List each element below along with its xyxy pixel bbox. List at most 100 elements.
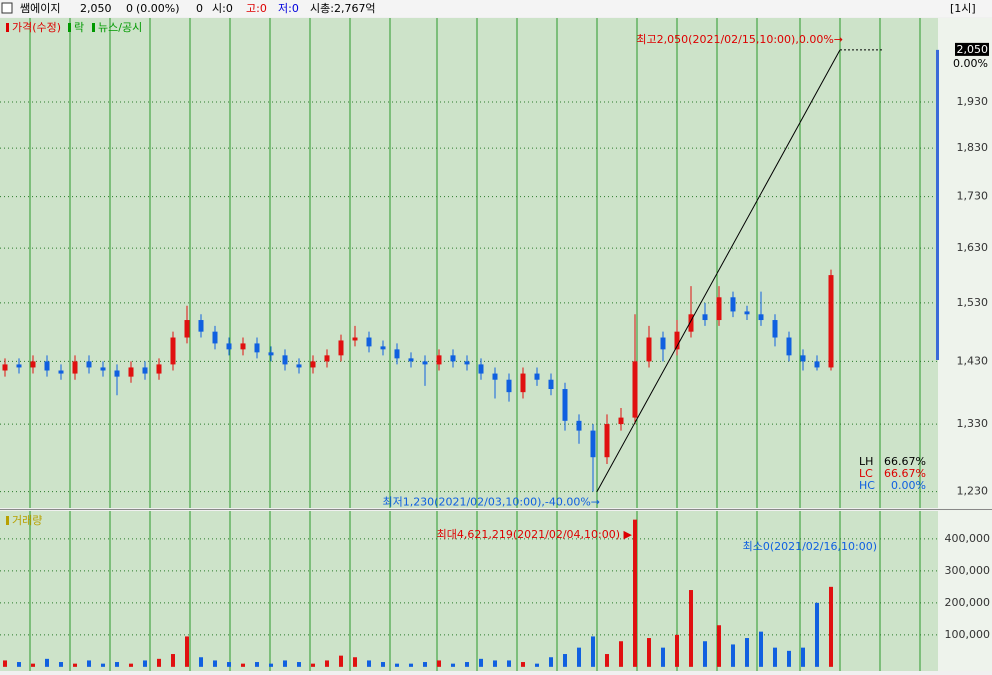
y-tick-label: 1,330 <box>957 417 989 430</box>
axis-panel <box>938 18 992 671</box>
legend-swatch <box>68 23 71 32</box>
volume-bar <box>73 663 77 667</box>
y-tick-label: 200,000 <box>945 596 991 609</box>
candle-body <box>506 379 512 393</box>
volume-bar <box>787 650 791 667</box>
volume-bar <box>731 644 735 667</box>
volume-bar <box>479 658 483 667</box>
candle-body <box>184 320 190 338</box>
price-panel <box>0 18 938 508</box>
candle-body <box>436 355 442 365</box>
volume-bar <box>647 638 651 667</box>
volume-bar <box>367 660 371 667</box>
volume-bar <box>619 641 623 667</box>
candle-body <box>632 361 638 418</box>
candle-body <box>758 314 764 321</box>
volume-bar <box>423 662 427 667</box>
volume-bar <box>353 657 357 667</box>
y-tick-label: 1,430 <box>957 354 989 367</box>
current-price-box <box>955 42 989 56</box>
candle-body <box>548 379 554 390</box>
volume-bar <box>801 647 805 667</box>
candle-body <box>618 417 624 425</box>
volume-bar <box>199 657 203 667</box>
volume-bar <box>87 660 91 667</box>
current-price: 2,050 <box>957 43 989 56</box>
candle-body <box>492 373 498 380</box>
volume-bar <box>101 663 105 667</box>
candle-body <box>142 367 148 374</box>
trend-line <box>596 49 841 492</box>
volume-bar <box>773 647 777 667</box>
volume: 0 <box>196 2 203 15</box>
volume-bar <box>297 662 301 667</box>
volume-bar <box>339 655 343 667</box>
change-pct: (0.00%) <box>136 2 180 15</box>
legend-swatch <box>92 23 95 32</box>
stat-value: 66.67% <box>884 467 926 480</box>
stat-name: HC <box>859 479 875 492</box>
candle-body <box>2 364 8 371</box>
candle-body <box>646 337 652 362</box>
volume-bar <box>465 662 469 667</box>
y-tick-label: 1,530 <box>957 296 989 309</box>
volume-bar <box>395 663 399 667</box>
checkbox[interactable] <box>1 2 13 14</box>
current-pct: 0.00% <box>953 57 988 70</box>
volume-bar <box>451 663 455 667</box>
candle-body <box>604 424 610 458</box>
volume-bar <box>507 660 511 667</box>
candle-body <box>366 337 372 347</box>
top-bar <box>0 0 992 17</box>
volume-bar <box>591 636 595 667</box>
candle-body <box>730 297 736 312</box>
volume-bar <box>493 660 497 667</box>
volume-bar <box>241 663 245 667</box>
candle-body <box>408 358 414 362</box>
volume-bar <box>45 658 49 667</box>
candle-body <box>58 370 64 374</box>
volume-bar <box>129 663 133 667</box>
volume-bar <box>703 641 707 667</box>
candle-body <box>520 373 526 393</box>
interval[interactable]: [1시] <box>950 2 976 15</box>
volume-bar <box>311 663 315 667</box>
volume-bar <box>283 660 287 667</box>
candle-body <box>380 346 386 350</box>
volume-bar <box>171 654 175 667</box>
candle-body <box>226 343 232 350</box>
volume-bar <box>675 634 679 667</box>
candle-body <box>352 337 358 341</box>
volume-bar <box>115 662 119 667</box>
volume-panel <box>0 511 938 671</box>
candle-body <box>534 373 540 380</box>
candle-body <box>100 367 106 371</box>
volume-bar <box>689 590 693 667</box>
legend-swatch <box>6 516 9 525</box>
max-label: 최고2,050(2021/02/15,10:00),0.00%→ <box>636 33 843 46</box>
candle-body <box>170 337 176 365</box>
candle-body <box>44 361 50 371</box>
volume-bar <box>437 660 441 667</box>
volume-bar <box>745 638 749 667</box>
volume-bar <box>17 662 21 667</box>
candle-body <box>772 320 778 338</box>
volume-bar <box>661 647 665 667</box>
open: 시:0 <box>212 2 233 15</box>
stat-value: 0.00% <box>891 479 926 492</box>
volume-bar <box>409 663 413 667</box>
volume-bar <box>255 662 259 667</box>
candle-body <box>702 314 708 321</box>
candle-body <box>114 370 120 377</box>
volume-bar <box>381 662 385 667</box>
volume-bar <box>633 519 637 667</box>
candle-body <box>310 361 316 368</box>
candle-body <box>198 320 204 332</box>
candle-body <box>30 361 36 368</box>
stat-value: 66.67% <box>884 455 926 468</box>
max-label: 최대4,621,219(2021/02/04,10:00) ▶ <box>437 528 633 541</box>
y-tick-label: 1,830 <box>957 141 989 154</box>
y-tick-label: 100,000 <box>945 628 991 641</box>
candle-body <box>660 337 666 350</box>
candle-body <box>674 331 680 350</box>
